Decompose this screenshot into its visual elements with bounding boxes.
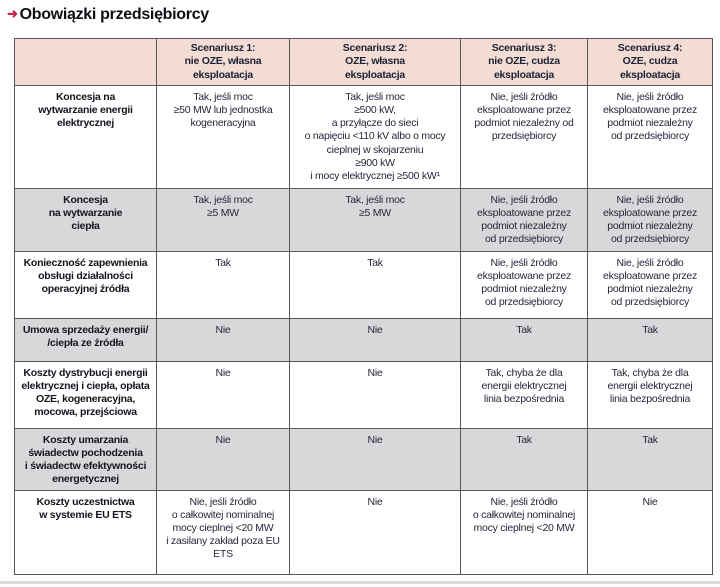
table-cell: Tak, chyba że dla energii elektrycznej l… xyxy=(587,361,713,429)
row-label: Koszty uczestnictwa w systemie EU ETS xyxy=(14,489,157,575)
row-label: Koncesja na wytwarzanie energii elektryc… xyxy=(14,85,157,189)
table-cell: Nie, jeśli źródło eksploatowane przez po… xyxy=(587,188,713,252)
col-header-empty xyxy=(14,38,157,86)
row-label: Konieczność zapewnienia obsługi działaln… xyxy=(14,251,157,319)
table-cell: Tak, jeśli moc ≥5 MW xyxy=(156,188,290,252)
table-row-umowa-sprzedazy: Umowa sprzedaży energii/ /ciepła ze źród… xyxy=(14,318,713,362)
table-cell: Nie, jeśli źródło o całkowitej nominalne… xyxy=(156,489,290,575)
page-title-text: Obowiązki przedsiębiorcy xyxy=(19,6,210,23)
col-header-scenario-1: Scenariusz 1: nie OZE, własna eksploatac… xyxy=(156,38,290,86)
table-row-koszty-dystrybucji: Koszty dystrybucji energii elektrycznej … xyxy=(14,361,713,429)
table-row-obsluga-operacyjna: Konieczność zapewnienia obsługi działaln… xyxy=(14,251,713,319)
table-row-koncesja-energia-elektryczna: Koncesja na wytwarzanie energii elektryc… xyxy=(14,85,713,189)
table-cell: Nie xyxy=(587,489,713,575)
table-cell: Tak, jeśli moc ≥5 MW xyxy=(289,188,461,252)
table-cell: Nie, jeśli źródło eksploatowane przez po… xyxy=(587,85,713,189)
table-cell: Nie xyxy=(156,318,290,362)
table-row-koncesja-cieplo: Koncesja na wytwarzanie ciepła Tak, jeśl… xyxy=(14,188,713,252)
table-cell: Nie, jeśli źródło eksploatowane przez po… xyxy=(460,188,588,252)
table-cell: Tak, jeśli moc ≥500 kW, a przyłącze do s… xyxy=(289,85,461,189)
table-cell: Tak, jeśli moc ≥50 MW lub jednostka koge… xyxy=(156,85,290,189)
table-header-row: Scenariusz 1: nie OZE, własna eksploatac… xyxy=(14,38,713,86)
table-cell: Tak xyxy=(587,428,713,491)
row-label: Koszty dystrybucji energii elektrycznej … xyxy=(14,361,157,429)
page-bottom-rule xyxy=(0,581,720,584)
table-cell: Nie, jeśli źródło eksploatowane przez po… xyxy=(460,251,588,319)
table-cell: Nie xyxy=(289,318,461,362)
table-cell: Nie xyxy=(289,428,461,491)
table-cell: Tak xyxy=(289,251,461,319)
col-header-scenario-3: Scenariusz 3: nie OZE, cudza eksploatacj… xyxy=(460,38,588,86)
table-cell: Nie, jeśli źródło eksploatowane przez po… xyxy=(460,85,588,189)
table-row-eu-ets: Koszty uczestnictwa w systemie EU ETS Ni… xyxy=(14,489,713,575)
obligations-table: Scenariusz 1: nie OZE, własna eksploatac… xyxy=(14,38,713,575)
col-header-scenario-2: Scenariusz 2: OZE, własna eksploatacja xyxy=(289,38,461,86)
table-cell: Tak xyxy=(460,318,588,362)
table-cell: Nie xyxy=(289,361,461,429)
table-cell: Tak, chyba że dla energii elektrycznej l… xyxy=(460,361,588,429)
table-cell: Tak xyxy=(156,251,290,319)
row-label: Koszty umarzania świadectw pochodzenia i… xyxy=(14,428,157,491)
table-cell: Nie xyxy=(156,428,290,491)
row-label: Koncesja na wytwarzanie ciepła xyxy=(14,188,157,252)
row-label: Umowa sprzedaży energii/ /ciepła ze źród… xyxy=(14,318,157,362)
table-cell: Tak xyxy=(587,318,713,362)
table-row-koszty-umarzania: Koszty umarzania świadectw pochodzenia i… xyxy=(14,428,713,491)
table-cell: Nie, jeśli źródło o całkowitej nominalne… xyxy=(460,489,588,575)
table-cell: Nie xyxy=(289,489,461,575)
page-title: ➜ Obowiązki przedsiębiorcy xyxy=(7,6,209,24)
arrow-bullet-icon: ➜ xyxy=(7,6,18,21)
table-cell: Nie, jeśli źródło eksploatowane przez po… xyxy=(587,251,713,319)
table-cell: Tak xyxy=(460,428,588,491)
col-header-scenario-4: Scenariusz 4: OZE, cudza eksploatacja xyxy=(587,38,713,86)
table-cell: Nie xyxy=(156,361,290,429)
